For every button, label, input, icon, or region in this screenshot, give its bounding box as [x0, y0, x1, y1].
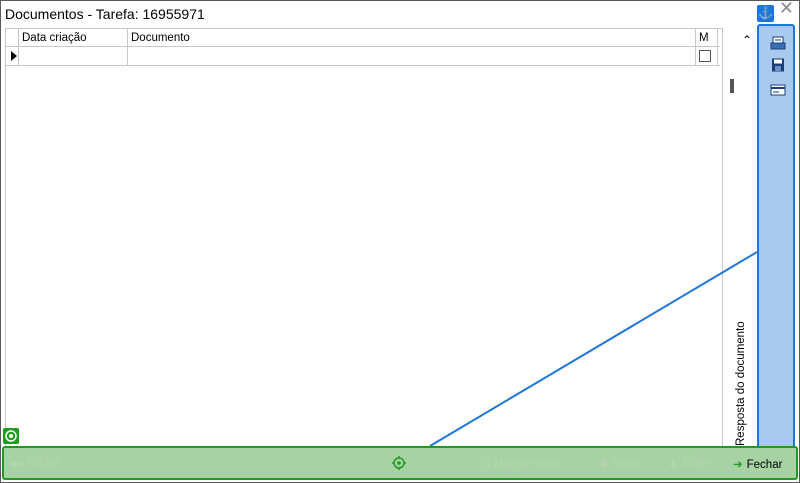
chevron-up-icon[interactable]: ⌃ [742, 33, 753, 47]
grid-header: Data criação Documento M [6, 29, 720, 47]
panel-scroll-area [734, 28, 754, 446]
column-header-documento[interactable]: Documento [128, 29, 696, 46]
documents-grid: Data criação Documento M [5, 28, 734, 448]
close-icon[interactable]: ✕ [778, 0, 794, 18]
marcar-todos-button[interactable]: ▢ Marcar todos [479, 459, 561, 471]
grid-scrollbar-thumb[interactable] [730, 79, 734, 93]
triangle-up-icon: ▲ [667, 457, 679, 469]
column-header-m[interactable]: M [696, 29, 718, 46]
cell-data-criacao[interactable] [19, 47, 128, 65]
checkbox-icon: ▢ [479, 459, 490, 471]
plus-icon: ✚ [599, 459, 609, 471]
minus-icon: ▬ [11, 457, 23, 469]
column-header-data-criacao[interactable]: Data criação [19, 29, 128, 46]
excluir-button[interactable]: ▬ Excluir [11, 457, 62, 469]
card-icon[interactable] [770, 83, 786, 97]
fechar-button[interactable]: ➜ Fechar [733, 459, 783, 471]
anchor-icon[interactable]: ⚓ [757, 5, 774, 22]
current-row-arrow-icon [11, 51, 17, 61]
exibir-button[interactable]: ▲ Exibir [667, 457, 712, 469]
row-checkbox[interactable] [699, 50, 711, 62]
exit-icon: ➜ [733, 459, 743, 471]
window-title: Documentos - Tarefa: 16955971 [5, 6, 205, 22]
green-target-badge-icon [3, 428, 19, 444]
crosshair-icon[interactable] [392, 456, 406, 470]
scan-icon[interactable] [770, 36, 786, 50]
cell-m[interactable] [696, 47, 718, 65]
row-indicator [6, 47, 19, 65]
row-indicator-header [6, 29, 19, 46]
cell-documento[interactable] [128, 47, 696, 65]
novo-button[interactable]: ✚ Novo [599, 459, 640, 471]
save-icon[interactable] [770, 58, 786, 72]
table-row[interactable] [6, 47, 720, 66]
